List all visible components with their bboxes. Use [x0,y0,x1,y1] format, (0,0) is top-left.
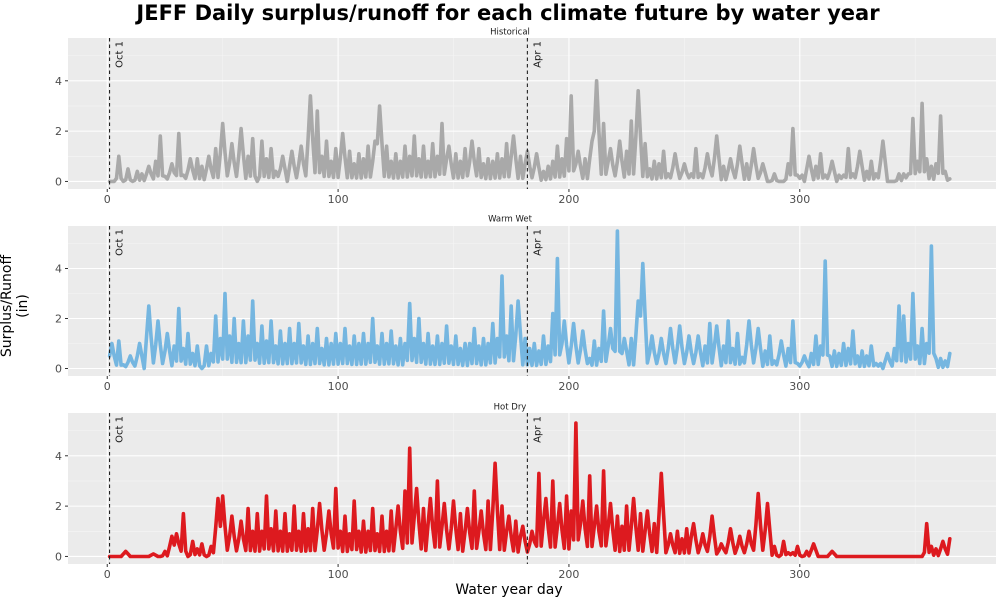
x-tick-label: 100 [328,380,349,393]
y-tick-label: 0 [55,550,62,563]
series-line-hot-dry [107,421,952,559]
panel-title: Warm Wet [488,215,533,225]
x-tick-label: 0 [104,193,111,206]
series-line-historical [107,79,952,184]
x-tick-label: 300 [789,380,810,393]
series-line-warm-wet [107,229,952,371]
reference-label-apr-1: Apr 1 [532,416,543,443]
x-tick-label: 300 [789,193,810,206]
x-tick-label: 0 [104,380,111,393]
y-tick-label: 4 [55,450,62,463]
reference-label-oct-1: Oct 1 [115,229,126,256]
panel-historical: Historical Oct 1 Apr 1 0 2 4 0 100 200 300 [55,28,996,206]
y-tick-label: 4 [55,75,62,88]
x-axis-title: Water year day [455,582,563,598]
reference-label-oct-1: Oct 1 [115,416,126,443]
y-tick-label: 0 [55,363,62,376]
x-tick-label: 0 [104,568,111,581]
x-tick-label: 300 [789,568,810,581]
x-tick-label: 200 [558,568,579,581]
x-tick-label: 200 [558,380,579,393]
x-tick-label: 100 [328,568,349,581]
x-tick-label: 100 [328,193,349,206]
y-tick-label: 2 [55,125,62,138]
x-tick-label: 200 [558,193,579,206]
y-tick-label: 0 [55,175,62,188]
panel-warm-wet: Warm Wet Oct 1 Apr 1 0 2 4 0 100 200 300 [55,215,996,393]
panel-title: Hot Dry [494,403,527,413]
reference-label-apr-1: Apr 1 [532,229,543,256]
y-tick-label: 2 [55,500,62,513]
panel-title: Historical [490,28,530,38]
chart-title: JEFF Daily surplus/runoff for each clima… [136,1,880,25]
y-tick-label: 4 [55,263,62,276]
reference-label-oct-1: Oct 1 [115,41,126,68]
reference-label-apr-1: Apr 1 [532,41,543,68]
panel-hot-dry: Hot Dry Oct 1 Apr 1 0 2 4 0 100 200 300 [55,403,996,581]
y-tick-label: 2 [55,313,62,326]
